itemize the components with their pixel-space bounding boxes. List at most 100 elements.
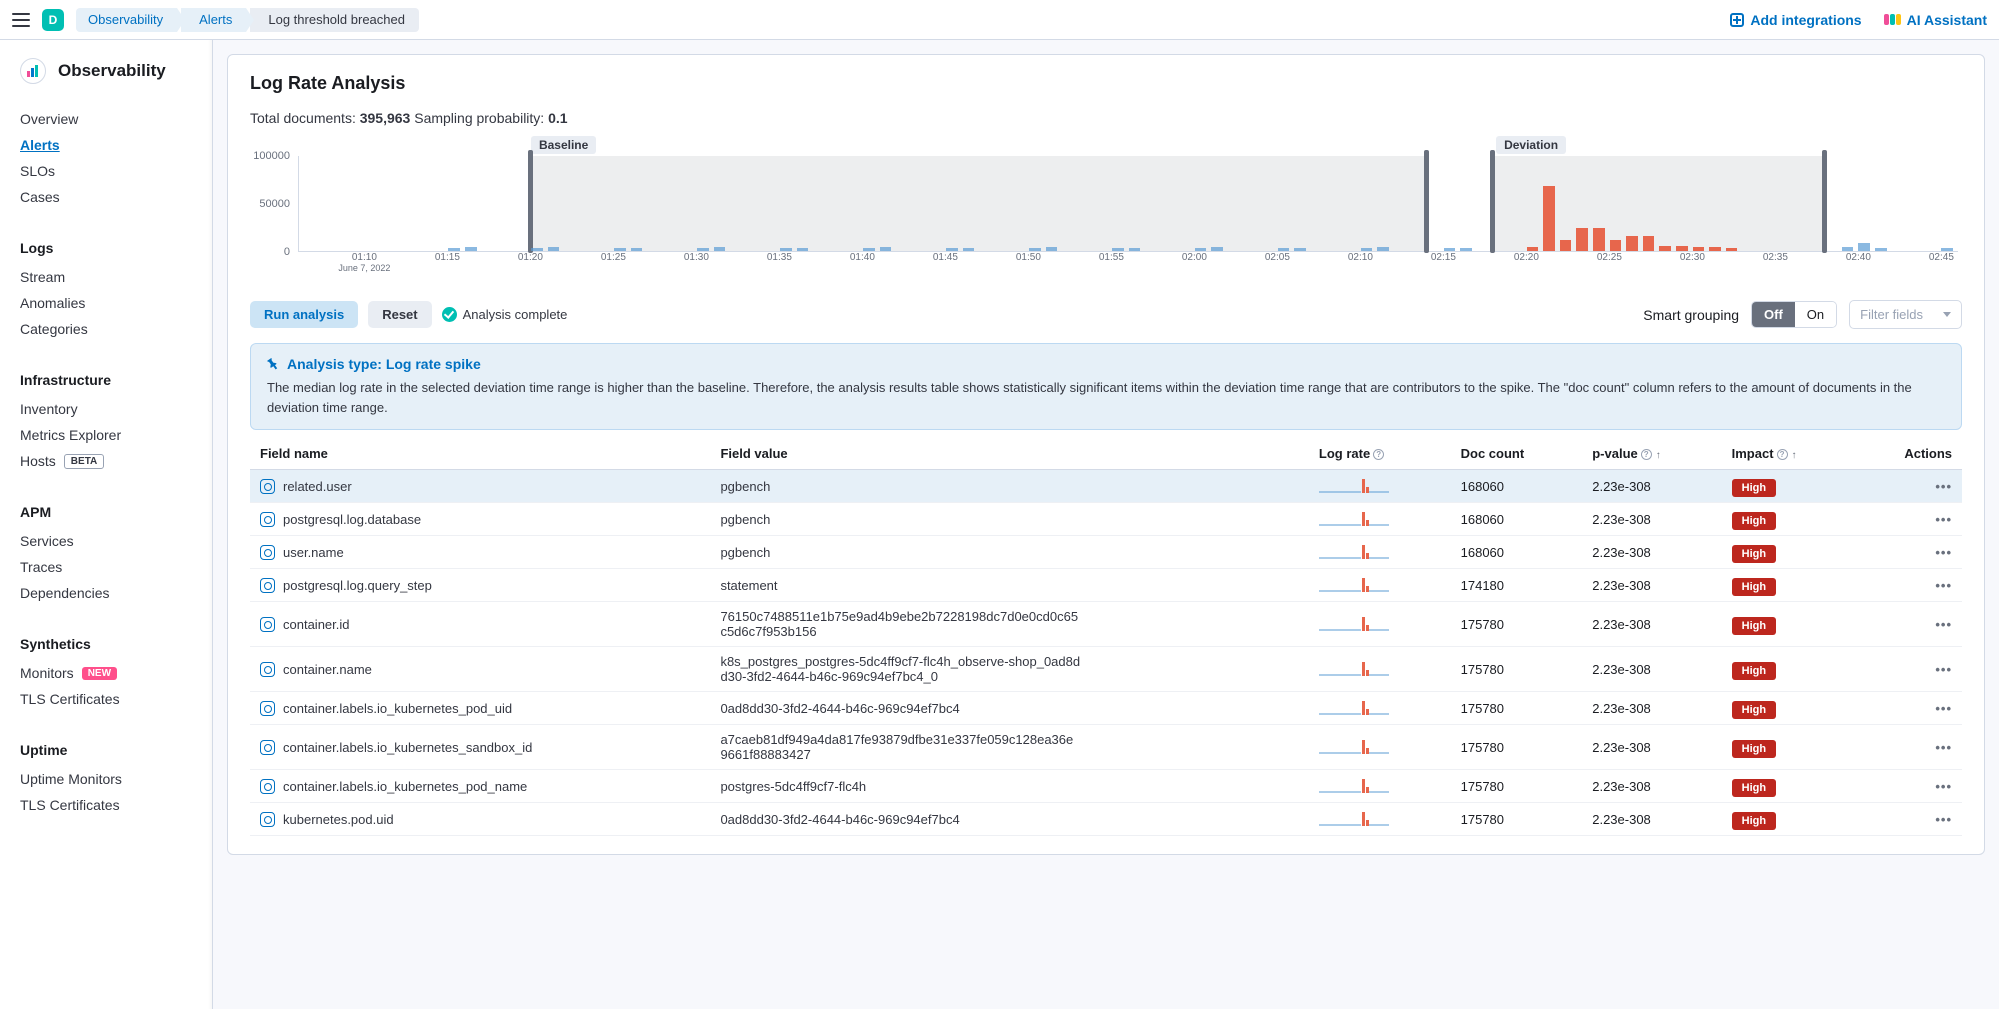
add-integrations-button[interactable]: Add integrations <box>1730 12 1861 28</box>
row-actions-button[interactable]: ••• <box>1855 725 1962 770</box>
reset-button[interactable]: Reset <box>368 301 431 328</box>
sidebar-item-stream[interactable]: Stream <box>20 264 192 290</box>
doc-count: 175780 <box>1451 602 1583 647</box>
breadcrumb-observability[interactable]: Observability <box>76 8 177 32</box>
p-value: 2.23e-308 <box>1582 536 1721 569</box>
sidebar-item-metrics-explorer[interactable]: Metrics Explorer <box>20 422 192 448</box>
impact-badge: High <box>1732 701 1776 719</box>
impact-badge: High <box>1732 812 1776 830</box>
callout-title-text: Analysis type: Log rate spike <box>287 356 481 372</box>
add-icon <box>1730 13 1744 27</box>
sidebar-item-services[interactable]: Services <box>20 528 192 554</box>
row-actions-button[interactable]: ••• <box>1855 503 1962 536</box>
table-row[interactable]: postgresql.log.query_stepstatement174180… <box>250 569 1962 602</box>
sparkline <box>1319 738 1389 756</box>
col-lograte[interactable]: Log rate? <box>1309 438 1451 470</box>
chart-x-axis: 01:10June 7, 202201:1501:2001:2501:3001:… <box>298 252 1958 270</box>
col-doccount[interactable]: Doc count <box>1451 438 1583 470</box>
impact-badge: High <box>1732 578 1776 596</box>
table-row[interactable]: user.namepgbench1680602.23e-308High••• <box>250 536 1962 569</box>
sidebar: Observability OverviewAlertsSLOsCases Lo… <box>0 40 213 1009</box>
sidebar-item-overview[interactable]: Overview <box>20 106 192 132</box>
ai-assistant-button[interactable]: AI Assistant <box>1884 12 1987 28</box>
chevron-down-icon <box>1943 312 1951 317</box>
row-actions-button[interactable]: ••• <box>1855 770 1962 803</box>
sidebar-item-tls-certificates[interactable]: TLS Certificates <box>20 792 192 818</box>
chart-plot[interactable] <box>298 156 1958 252</box>
table-row[interactable]: container.labels.io_kubernetes_pod_namep… <box>250 770 1962 803</box>
sidebar-item-inventory[interactable]: Inventory <box>20 396 192 422</box>
field-name: postgresql.log.query_step <box>283 578 432 593</box>
row-actions-button[interactable]: ••• <box>1855 536 1962 569</box>
sidebar-item-uptime-monitors[interactable]: Uptime Monitors <box>20 766 192 792</box>
sampling-label: Sampling probability: <box>410 110 548 126</box>
doc-count: 168060 <box>1451 503 1583 536</box>
p-value: 2.23e-308 <box>1582 692 1721 725</box>
doc-count: 175780 <box>1451 725 1583 770</box>
row-actions-button[interactable]: ••• <box>1855 569 1962 602</box>
p-value: 2.23e-308 <box>1582 470 1721 503</box>
col-value[interactable]: Field value <box>710 438 1308 470</box>
col-pvalue[interactable]: p-value?↑ <box>1582 438 1721 470</box>
workspace-badge[interactable]: D <box>42 9 64 31</box>
field-name: related.user <box>283 479 352 494</box>
sort-ascending-icon: ↑ <box>1792 450 1797 461</box>
doc-count: 175780 <box>1451 803 1583 836</box>
sidebar-item-dependencies[interactable]: Dependencies <box>20 580 192 606</box>
impact-badge: High <box>1732 617 1776 635</box>
sort-ascending-icon: ↑ <box>1656 450 1661 461</box>
table-row[interactable]: container.namek8s_postgres_postgres-5dc4… <box>250 647 1962 692</box>
col-field[interactable]: Field name <box>250 438 710 470</box>
row-actions-button[interactable]: ••• <box>1855 470 1962 503</box>
table-row[interactable]: container.id76150c7488511e1b75e9ad4b9ebe… <box>250 602 1962 647</box>
toggle-on[interactable]: On <box>1795 302 1836 327</box>
row-actions-button[interactable]: ••• <box>1855 803 1962 836</box>
lens-icon <box>260 512 275 527</box>
sidebar-item-tls-certificates[interactable]: TLS Certificates <box>20 686 192 712</box>
col-impact[interactable]: Impact?↑ <box>1722 438 1856 470</box>
impact-badge: High <box>1732 779 1776 797</box>
row-actions-button[interactable]: ••• <box>1855 602 1962 647</box>
sidebar-item-slos[interactable]: SLOs <box>20 158 192 184</box>
p-value: 2.23e-308 <box>1582 725 1721 770</box>
total-docs-value: 395,963 <box>360 110 411 126</box>
sidebar-item-traces[interactable]: Traces <box>20 554 192 580</box>
chart-y-axis: 050000100000 <box>250 156 294 252</box>
p-value: 2.23e-308 <box>1582 503 1721 536</box>
field-value: statement <box>720 578 1080 593</box>
lens-icon <box>260 662 275 677</box>
breadcrumb: Observability Alerts Log threshold breac… <box>76 8 419 32</box>
sidebar-item-alerts[interactable]: Alerts <box>20 132 192 158</box>
sidebar-item-cases[interactable]: Cases <box>20 184 192 210</box>
smart-grouping-label: Smart grouping <box>1643 307 1739 323</box>
field-name: user.name <box>283 545 344 560</box>
field-value: 76150c7488511e1b75e9ad4b9ebe2b7228198dc7… <box>720 609 1080 639</box>
table-row[interactable]: container.labels.io_kubernetes_pod_uid0a… <box>250 692 1962 725</box>
run-analysis-button[interactable]: Run analysis <box>250 301 358 328</box>
col-actions: Actions <box>1855 438 1962 470</box>
sidebar-item-categories[interactable]: Categories <box>20 316 192 342</box>
menu-icon[interactable] <box>12 13 30 27</box>
sidebar-item-hosts[interactable]: HostsBETA <box>20 448 192 474</box>
lens-icon <box>260 740 275 755</box>
row-actions-button[interactable]: ••• <box>1855 647 1962 692</box>
filter-fields-dropdown[interactable]: Filter fields <box>1849 300 1962 329</box>
breadcrumb-current: Log threshold breached <box>250 8 419 32</box>
sparkline <box>1319 543 1389 561</box>
smart-grouping-toggle[interactable]: Off On <box>1751 301 1837 328</box>
table-row[interactable]: postgresql.log.databasepgbench1680602.23… <box>250 503 1962 536</box>
meta-line: Total documents: 395,963 Sampling probab… <box>250 110 1962 126</box>
table-row[interactable]: kubernetes.pod.uid0ad8dd30-3fd2-4644-b46… <box>250 803 1962 836</box>
lens-icon <box>260 779 275 794</box>
doc-count: 175780 <box>1451 647 1583 692</box>
log-rate-chart: Baseline Deviation 050000100000 01:10Ju <box>250 136 1962 266</box>
row-actions-button[interactable]: ••• <box>1855 692 1962 725</box>
breadcrumb-alerts[interactable]: Alerts <box>181 8 246 32</box>
sidebar-item-anomalies[interactable]: Anomalies <box>20 290 192 316</box>
toggle-off[interactable]: Off <box>1752 302 1795 327</box>
field-value: pgbench <box>720 545 1080 560</box>
table-row[interactable]: related.userpgbench1680602.23e-308High••… <box>250 470 1962 503</box>
sidebar-item-monitors[interactable]: MonitorsNEW <box>20 660 192 686</box>
table-row[interactable]: container.labels.io_kubernetes_sandbox_i… <box>250 725 1962 770</box>
results-table: Field name Field value Log rate? Doc cou… <box>250 438 1962 836</box>
